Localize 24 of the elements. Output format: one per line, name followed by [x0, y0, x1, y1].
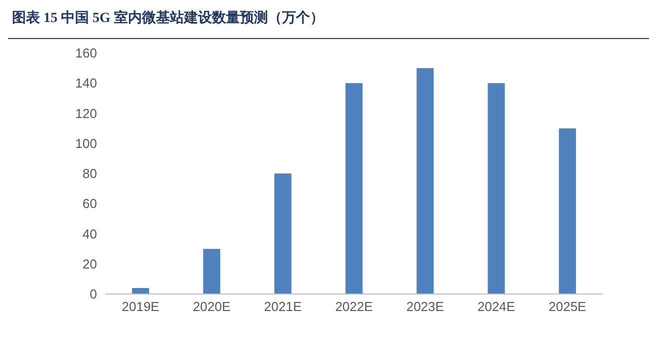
bar [488, 83, 505, 294]
x-tick-label: 2025E [548, 299, 587, 314]
x-tick-label: 2022E [335, 299, 374, 314]
y-tick-label: 100 [75, 136, 97, 151]
bar [203, 248, 220, 294]
y-tick-label: 80 [82, 166, 97, 182]
x-tick-label: 2023E [406, 299, 444, 314]
y-tick-label: 60 [82, 196, 97, 212]
bar [416, 68, 434, 294]
y-tick-label: 160 [75, 46, 97, 61]
chart-title: 图表 15 中国 5G 室内微基站建设数量预测（万个） [8, 8, 649, 39]
y-tick-label: 20 [82, 256, 97, 272]
bar [345, 83, 363, 294]
x-tick-label: 2024E [477, 299, 516, 314]
bar [558, 128, 576, 294]
x-tick-label: 2019E [122, 299, 160, 314]
y-tick-label: 120 [75, 106, 97, 121]
y-tick-label: 140 [75, 76, 97, 91]
bar [132, 288, 150, 294]
bar [274, 174, 292, 294]
x-tick-label: 2020E [192, 299, 231, 314]
y-tick-label: 0 [90, 286, 97, 302]
x-tick-label: 2021E [264, 299, 302, 314]
y-tick-label: 40 [82, 226, 97, 242]
